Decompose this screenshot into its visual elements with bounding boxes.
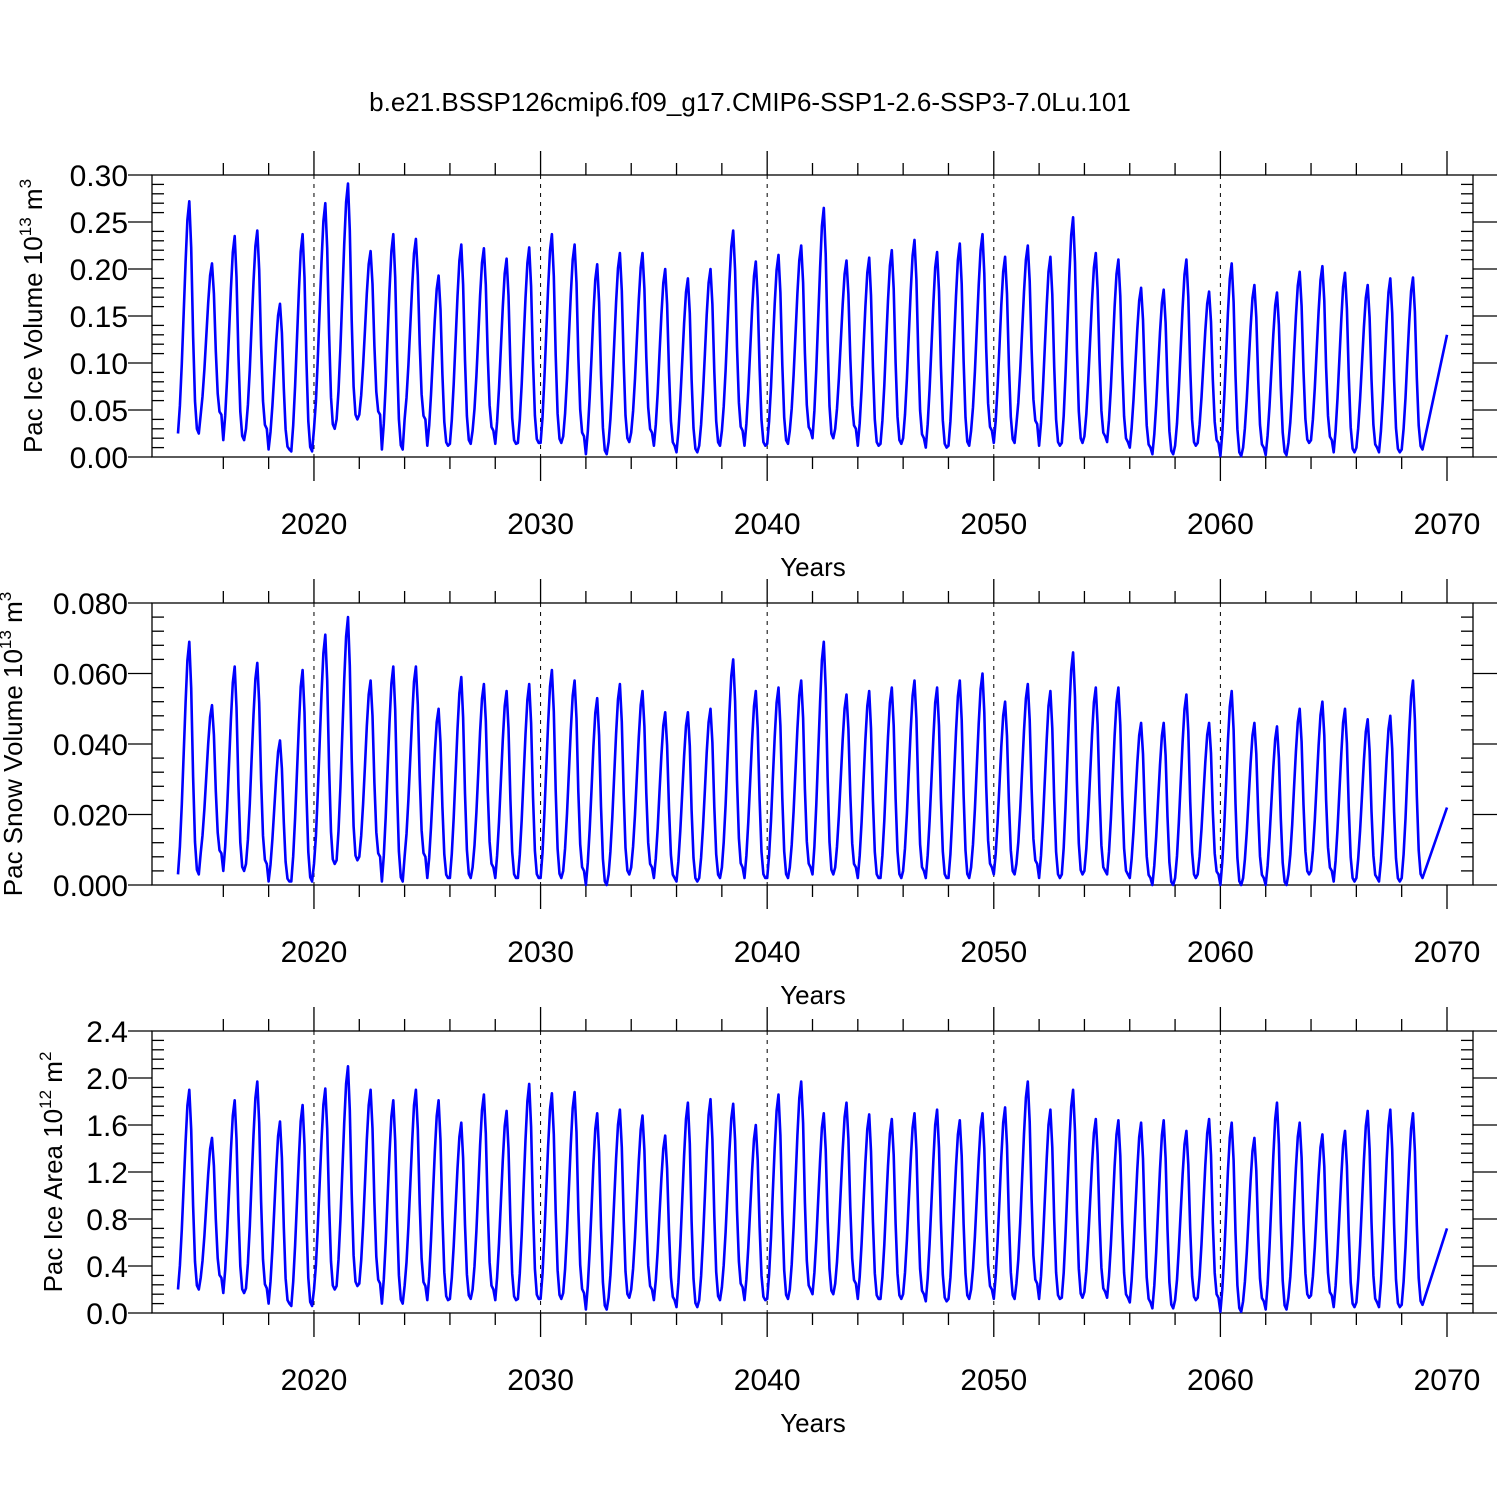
x-tick-label: 2030 [507,508,574,541]
y-tick-label: 0.30 [70,160,128,193]
panel-2: 2020 2030 2040 2050 2060 2070 Years 0.000 0.020 0… [0,579,1497,1010]
y-axis-title: Pac Ice Volume 1013 m3 [16,179,48,453]
y-tick-label: 0.8 [86,1204,128,1237]
y-tick-label: 0.00 [70,442,128,475]
panel-3: 2020 2030 2040 2050 2060 2070 Years 0.0 0.4 0.8 1.… [36,1007,1497,1438]
x-tick-label: 2020 [281,1364,348,1397]
x-axis-title: Years [780,1408,846,1438]
x-tick-label: 2020 [281,936,348,969]
series-line [176,1065,1449,1314]
y-axis-title-unit-exponent: 3 [0,592,15,601]
y-tick-label: 1.6 [86,1110,128,1143]
x-axis-title: Years [780,552,846,582]
figure-title: b.e21.BSSP126cmip6.f09_g17.CMIP6-SSP1-2.… [369,87,1131,117]
y-axis-title: Pac Ice Area 1012 m2 [36,1052,68,1293]
x-tick-label: 2060 [1187,1364,1254,1397]
x-tick-label: 2030 [507,936,574,969]
x-tick-label: 2040 [734,1364,801,1397]
y-tick-label: 0.15 [70,301,128,334]
x-tick-label: 2050 [960,936,1027,969]
y-axis-title-main: Pac Snow Volume 10 [0,649,28,896]
y-tick-label: 1.2 [86,1157,128,1190]
series-line [176,182,1449,458]
y-tick-label: 0.080 [53,588,128,621]
y-axis-title-unit-exponent: 3 [16,179,35,188]
y-axis-title-unit: m [38,1061,68,1090]
y-axis-title-unit: m [0,601,28,630]
y-axis-title: Pac Snow Volume 1013 m3 [0,592,28,896]
series-line [176,615,1449,887]
y-axis-title-main: Pac Ice Volume 10 [18,236,48,453]
x-tick-label: 2050 [960,508,1027,541]
y-tick-label: 0.0 [86,1298,128,1331]
y-axis-title-unit-exponent: 2 [36,1052,55,1061]
y-tick-label: 0.05 [70,395,128,428]
y-tick-label: 2.4 [86,1016,128,1049]
x-tick-label: 2040 [734,936,801,969]
y-tick-label: 0.25 [70,207,128,240]
y-tick-label: 0.4 [86,1251,128,1284]
x-tick-label: 2020 [281,508,348,541]
y-tick-label: 0.040 [53,729,128,762]
y-axis-title-unit: m [18,188,48,217]
y-axis-title-exponent: 12 [36,1090,55,1109]
y-tick-label: 0.20 [70,254,128,287]
y-tick-label: 0.020 [53,800,128,833]
y-tick-label: 0.060 [53,659,128,692]
y-axis-title-exponent: 13 [16,217,35,236]
y-tick-label: 2.0 [86,1063,128,1096]
panels: 2020 2030 2040 2050 2060 2070 Years 0.00 0.05 0.1… [0,151,1497,1438]
x-tick-label: 2040 [734,508,801,541]
y-axis-title-main: Pac Ice Area 10 [38,1109,68,1293]
x-tick-label: 2030 [507,1364,574,1397]
x-tick-label: 2050 [960,1364,1027,1397]
y-axis-title-exponent: 13 [0,630,15,649]
x-tick-label: 2060 [1187,508,1254,541]
y-tick-label: 0.000 [53,870,128,903]
y-tick-label: 0.10 [70,348,128,381]
panel-1: 2020 2030 2040 2050 2060 2070 Years 0.00 0.05 0.1… [16,151,1497,582]
x-tick-label: 2070 [1414,1364,1481,1397]
x-axis-title: Years [780,980,846,1010]
x-tick-label: 2070 [1414,936,1481,969]
x-tick-label: 2060 [1187,936,1254,969]
x-tick-label: 2070 [1414,508,1481,541]
